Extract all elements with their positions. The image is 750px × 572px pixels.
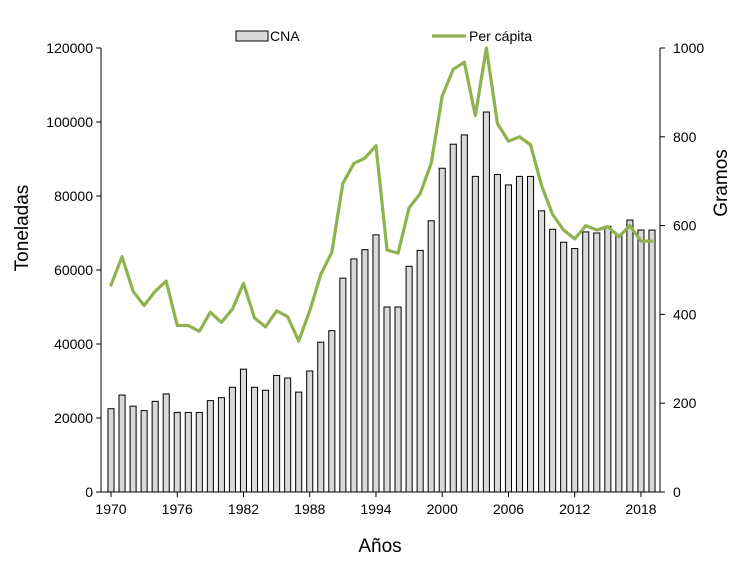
right-tick-label: 1000 <box>673 40 704 56</box>
bar-1971 <box>118 394 126 493</box>
bar-1996 <box>394 306 402 493</box>
y-axis-left-title: Toneladas <box>12 185 33 272</box>
left-tick-label: 40000 <box>54 336 93 352</box>
x-axis-ticks: 1970 1976 1982 1988 1994 2000 2006 2012 2018 <box>95 492 657 517</box>
left-tick-label: 0 <box>85 484 93 500</box>
bar-1982 <box>239 368 248 493</box>
bar-1998 <box>416 249 424 493</box>
bar-series-cna <box>107 111 656 493</box>
bar-1986 <box>284 377 292 493</box>
x-tick-label: 2018 <box>625 501 656 517</box>
bar-2014 <box>593 232 601 493</box>
x-tick-label: 1982 <box>228 501 259 517</box>
bar-2017 <box>626 219 634 493</box>
bar-1987 <box>295 391 303 493</box>
line-series-per-capita <box>109 46 654 343</box>
left-tick-label: 120000 <box>46 40 93 56</box>
bar-2000 <box>438 167 446 493</box>
bar-2003 <box>471 175 479 493</box>
x-axis-title: Años <box>358 536 401 557</box>
bar-1992 <box>350 258 358 493</box>
bar-1978 <box>195 411 203 493</box>
bar-1997 <box>405 265 413 493</box>
legend: CNA Per cápita <box>235 28 532 44</box>
bar-1991 <box>339 277 347 493</box>
bar-1990 <box>328 330 336 493</box>
bar-2004 <box>482 111 490 493</box>
bar-1984 <box>262 389 270 493</box>
bar-1979 <box>206 400 214 493</box>
right-tick-label: 600 <box>673 218 697 234</box>
bar-1993 <box>361 249 369 493</box>
x-tick-label: 1988 <box>294 501 325 517</box>
bar-2006 <box>504 184 512 493</box>
x-tick-label: 1976 <box>162 501 193 517</box>
right-tick-label: 200 <box>673 395 697 411</box>
x-tick-label: 2000 <box>427 501 458 517</box>
bar-2009 <box>538 210 546 493</box>
bar-1975 <box>162 393 170 493</box>
bar-2015 <box>604 225 612 493</box>
left-tick-label: 60000 <box>54 262 93 278</box>
bar-2007 <box>515 175 524 493</box>
left-tick-label: 100000 <box>46 114 93 130</box>
x-tick-label: 2006 <box>493 501 524 517</box>
bar-2010 <box>549 228 557 493</box>
bar-2019 <box>648 229 656 493</box>
bar-1981 <box>228 386 236 493</box>
right-tick-label: 800 <box>673 129 697 145</box>
bar-1999 <box>427 220 435 493</box>
bar-1980 <box>217 397 225 493</box>
bar-1989 <box>317 341 325 493</box>
x-tick-label: 1970 <box>95 501 126 517</box>
bar-2005 <box>493 174 501 493</box>
left-axis-ticks: 0 20000 40000 60000 80000 100000 120000 <box>46 40 101 500</box>
bar-1983 <box>250 386 259 493</box>
right-axis-ticks: 0 200 400 600 800 1000 <box>660 40 704 500</box>
legend-swatch-cna <box>235 30 269 42</box>
bar-1974 <box>151 400 159 493</box>
y-axis-right-title: Gramos <box>711 149 732 217</box>
left-tick-label: 80000 <box>54 188 93 204</box>
bar-2012 <box>571 248 579 493</box>
left-tick-label: 20000 <box>54 410 93 426</box>
line-series-per-capita-layer <box>109 46 654 343</box>
bar-1973 <box>140 410 148 493</box>
bar-1976 <box>173 411 181 493</box>
bar-1977 <box>184 411 192 493</box>
bar-1972 <box>129 405 137 493</box>
right-tick-label: 400 <box>673 306 697 322</box>
bar-1970 <box>107 408 115 493</box>
bar-2013 <box>582 231 590 493</box>
bar-2002 <box>460 134 468 493</box>
bar-2001 <box>449 143 457 493</box>
x-tick-label: 1994 <box>360 501 391 517</box>
bar-2016 <box>615 234 623 493</box>
right-tick-label: 0 <box>673 484 681 500</box>
bar-2018 <box>637 229 645 493</box>
bar-1988 <box>306 370 314 493</box>
bar-2011 <box>560 241 568 493</box>
bar-1994 <box>372 234 380 493</box>
bar-1995 <box>383 306 391 493</box>
legend-label-cna: CNA <box>270 28 300 44</box>
bar-1985 <box>273 374 281 493</box>
x-tick-label: 2012 <box>559 501 590 517</box>
bar-2008 <box>527 175 535 493</box>
legend-label-per-capita: Per cápita <box>469 28 532 44</box>
